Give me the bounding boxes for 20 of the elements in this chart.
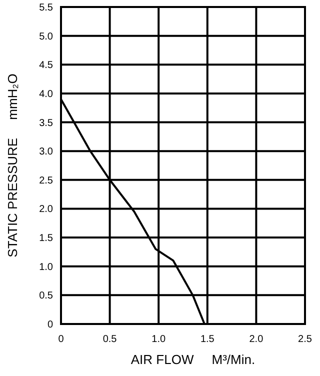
y-tick-label: 5.5 xyxy=(39,2,54,14)
x-tick-label: 1.5 xyxy=(200,334,215,345)
y-tick-label: 1.0 xyxy=(39,262,54,273)
y-tick-label: 1.5 xyxy=(39,233,54,244)
y-tick-label: 0.5 xyxy=(39,290,54,302)
y-axis-title: STATIC PRESSURE mmH₂O xyxy=(5,74,20,258)
y-tick-label: 2.0 xyxy=(39,204,54,216)
x-tick-label: 1.0 xyxy=(152,334,166,345)
x-tick-label: 0 xyxy=(58,334,64,345)
x-tick-label: 0.5 xyxy=(102,334,118,345)
y-tick-label: 2.5 xyxy=(39,175,54,186)
x-tick-label: 2.5 xyxy=(298,334,312,345)
x-axis-title: AIR FLOW M³/Min. xyxy=(130,352,256,367)
x-tick-label: 2.0 xyxy=(249,334,264,345)
y-tick-label: 5.0 xyxy=(39,31,54,42)
y-tick-label: 4.5 xyxy=(39,60,54,72)
y-tick-label: 0 xyxy=(47,320,54,330)
y-tick-label: 3.0 xyxy=(39,146,54,158)
y-tick-label: 3.5 xyxy=(39,118,54,129)
y-tick-label: 4.0 xyxy=(39,88,54,100)
